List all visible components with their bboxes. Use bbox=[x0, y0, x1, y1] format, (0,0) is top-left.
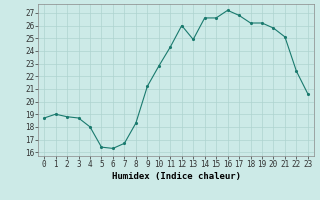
X-axis label: Humidex (Indice chaleur): Humidex (Indice chaleur) bbox=[111, 172, 241, 181]
